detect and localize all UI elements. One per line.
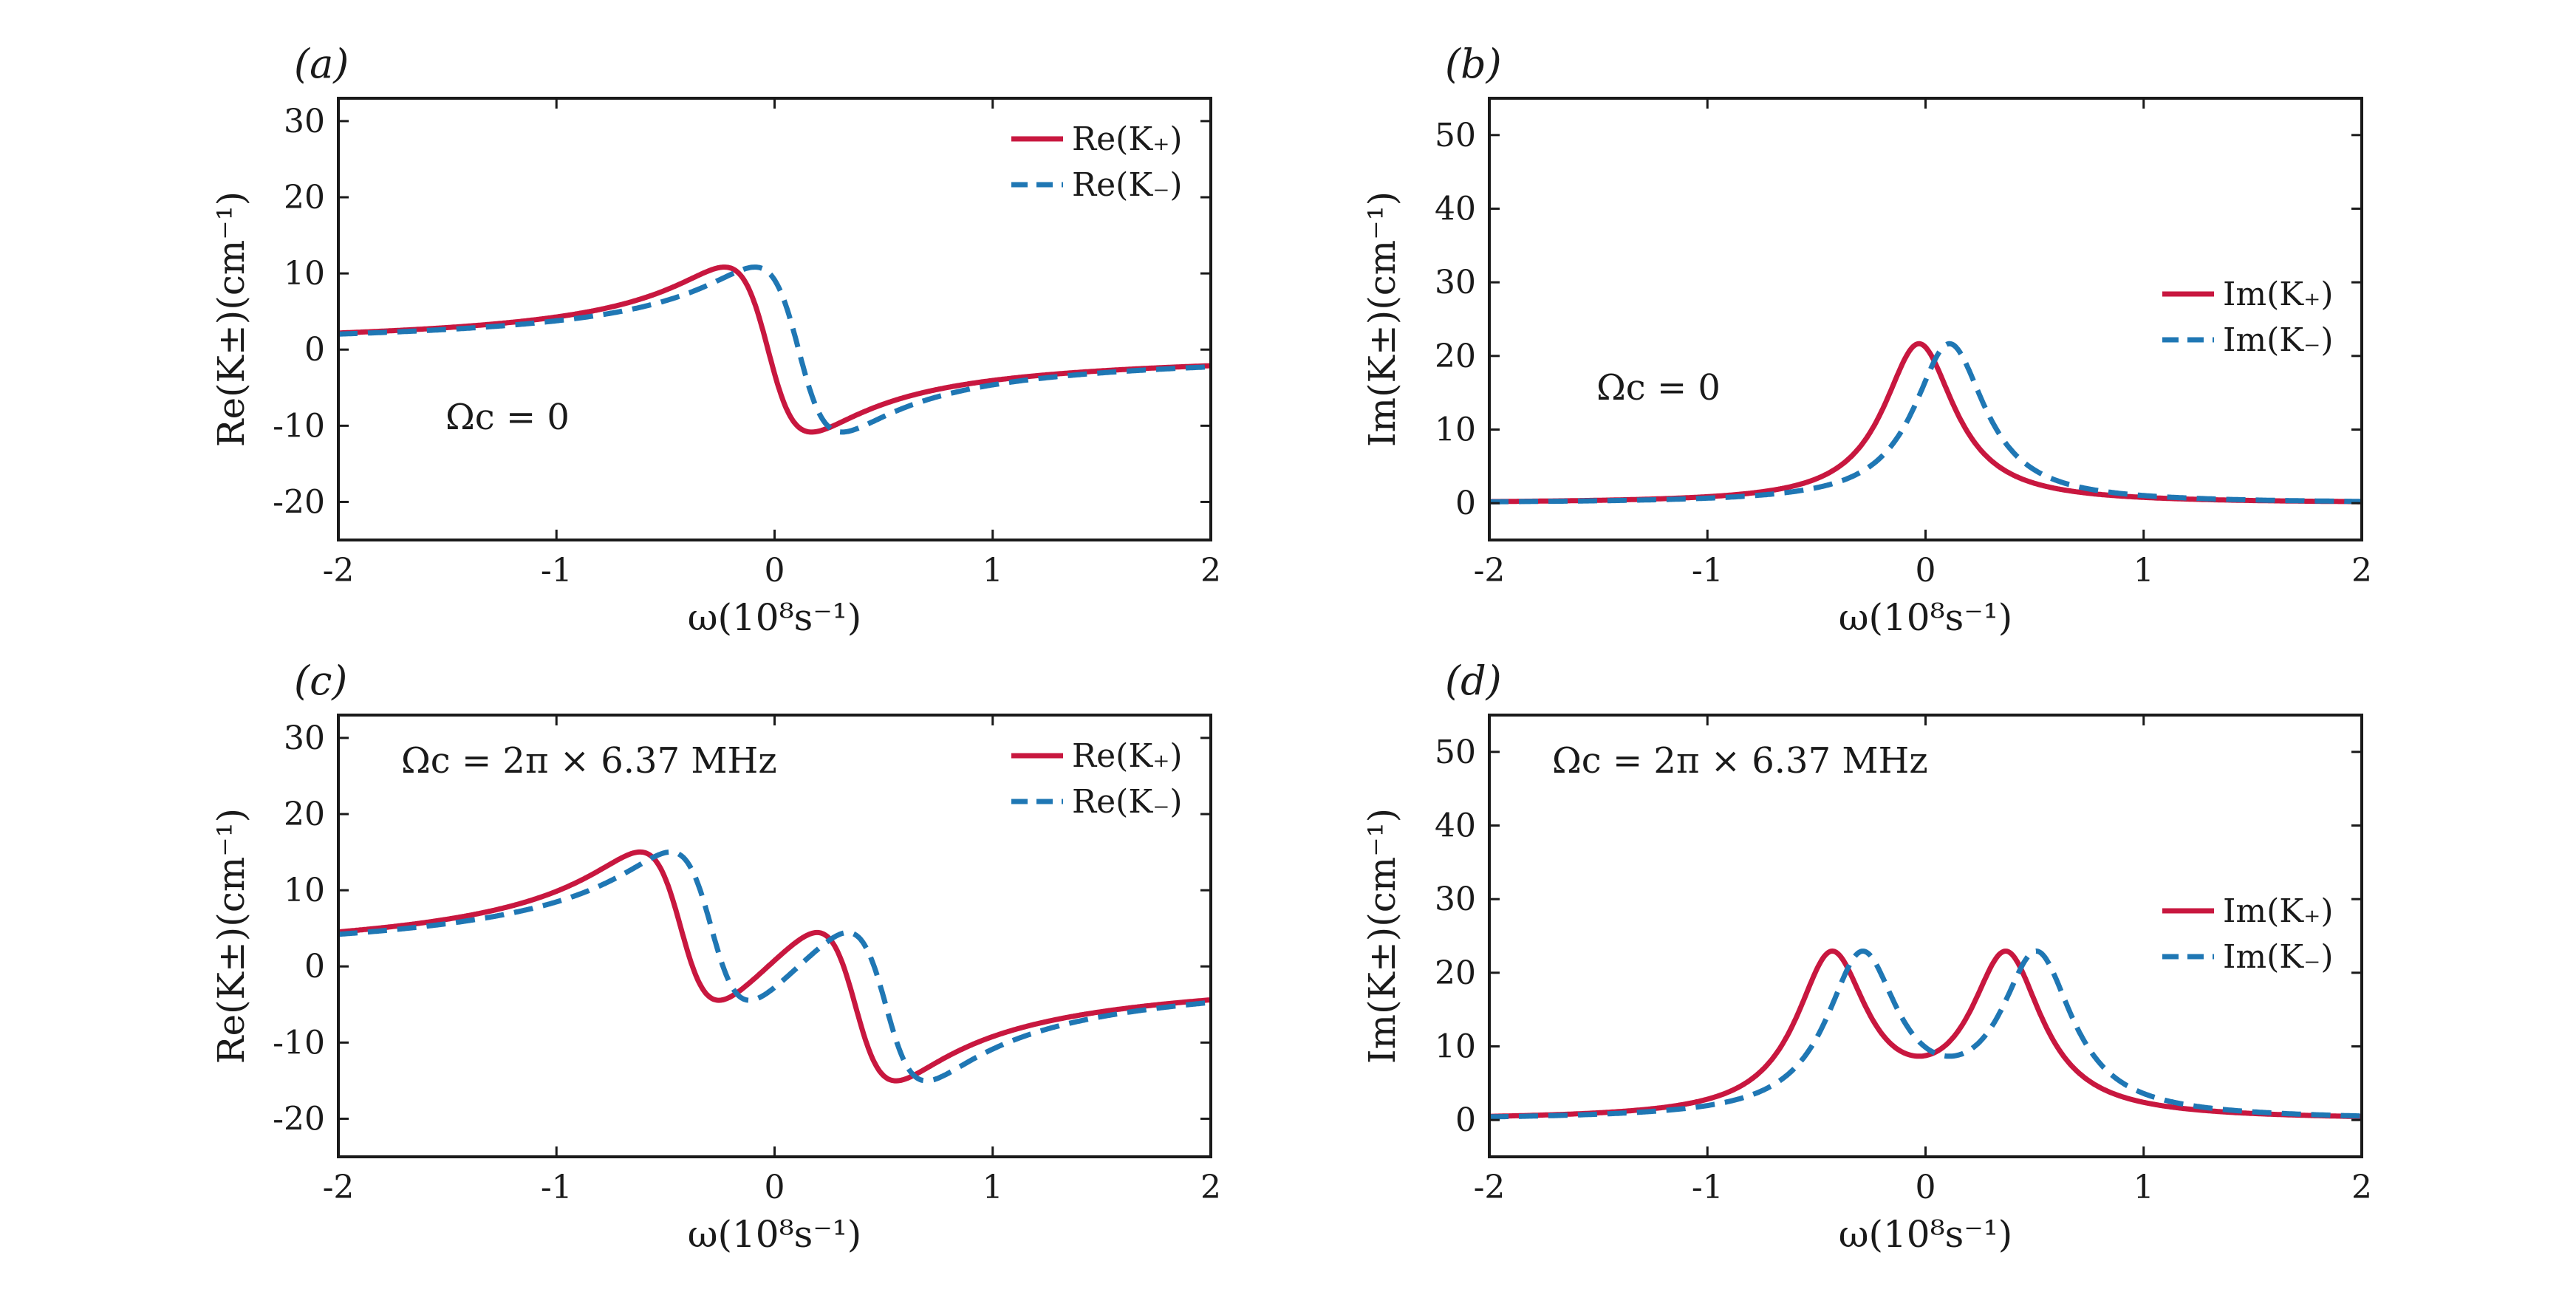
y-tick-label: 10 — [284, 255, 325, 293]
x-tick-label: 2 — [2351, 552, 2372, 589]
y-tick-label: 10 — [1435, 411, 1476, 449]
x-tick-label: 1 — [983, 1169, 1003, 1206]
x-tick-label: -2 — [323, 552, 355, 589]
x-axis-label: ω(10⁸s⁻¹) — [1839, 596, 2013, 639]
panel-label: (a) — [294, 41, 349, 87]
series-line-Im(K+) — [1489, 341, 2362, 505]
series-line-Im(K-) — [1489, 948, 2362, 1120]
series-line-Re(K-) — [338, 264, 1211, 435]
plot-frame — [337, 97, 1212, 541]
panel-d: -2 -1 0 1 201020304050ω(10⁸s⁻¹)Im(K±)(cm⁻¹)(… — [1361, 657, 2372, 1256]
x-tick-label: 2 — [1200, 1169, 1221, 1206]
x-axis-label: ω(10⁸s⁻¹) — [688, 1213, 862, 1256]
omega-c-annotation: Ωc = 0 — [1596, 367, 1721, 409]
y-tick-label: 30 — [1435, 881, 1476, 918]
legend-entry: Im(K₋) — [2223, 938, 2334, 976]
y-tick-label: 0 — [1455, 1101, 1476, 1139]
x-tick-label: 0 — [1916, 552, 1936, 589]
y-tick-label: 0 — [1455, 485, 1476, 522]
panel-b: -2 -1 0 1 201020304050ω(10⁸s⁻¹)Im(K±)(cm⁻¹)(… — [1361, 41, 2372, 639]
x-tick-label: -1 — [1692, 1169, 1723, 1206]
series-line-Re(K-) — [338, 849, 1211, 1084]
x-tick-label: -2 — [1474, 552, 1506, 589]
y-tick-label: 30 — [284, 720, 325, 757]
y-tick-label: 20 — [1435, 338, 1476, 375]
y-tick-label: -10 — [273, 407, 325, 445]
y-tick-label: -10 — [273, 1024, 325, 1062]
series-line-Re(K+) — [338, 264, 1211, 435]
panel-label: (d) — [1445, 657, 1502, 704]
x-tick-label: 1 — [2133, 552, 2154, 589]
y-tick-label: 50 — [1435, 117, 1476, 154]
y-tick-label: -20 — [273, 1100, 325, 1138]
x-tick-label: -2 — [323, 1169, 355, 1206]
series-line-Im(K-) — [1489, 341, 2362, 505]
y-tick-label: 30 — [284, 103, 325, 140]
y-axis-label: Re(K±)(cm⁻¹) — [210, 191, 253, 447]
y-tick-label: 40 — [1435, 807, 1476, 845]
x-axis-label: ω(10⁸s⁻¹) — [1839, 1213, 2013, 1256]
panel-c: -2 -1 0 1 2-20-100102030ω(10⁸s⁻¹)Re(K±)(cm⁻¹… — [210, 657, 1221, 1256]
omega-c-annotation: Ωc = 2π × 6.37 MHz — [401, 740, 777, 782]
y-tick-label: 20 — [1435, 954, 1476, 992]
series-line-Re(K+) — [338, 849, 1211, 1084]
y-tick-label: -20 — [273, 483, 325, 521]
y-tick-label: 20 — [284, 796, 325, 833]
x-tick-label: -1 — [541, 552, 573, 589]
x-tick-label: 1 — [983, 552, 1003, 589]
y-axis-label: Re(K±)(cm⁻¹) — [210, 808, 253, 1064]
panel-label: (b) — [1445, 41, 1502, 87]
omega-c-annotation: Ωc = 0 — [445, 397, 570, 438]
legend-entry: Re(K₊) — [1072, 120, 1183, 158]
legend-entry: Im(K₊) — [2223, 276, 2334, 313]
y-tick-label: 30 — [1435, 264, 1476, 301]
series-line-Im(K+) — [1489, 948, 2362, 1119]
plot-frame — [1488, 97, 2363, 541]
y-tick-label: 50 — [1435, 734, 1476, 771]
y-axis-label: Im(K±)(cm⁻¹) — [1361, 808, 1404, 1064]
legend-entry: Im(K₋) — [2223, 321, 2334, 359]
legend-entry: Re(K₊) — [1072, 737, 1183, 775]
x-tick-label: 1 — [2133, 1169, 2154, 1206]
y-tick-label: 10 — [1435, 1028, 1476, 1066]
x-axis-label: ω(10⁸s⁻¹) — [688, 596, 862, 639]
panel-a: -2 -1 0 1 2-20-100102030ω(10⁸s⁻¹)Re(K±)(cm⁻¹… — [210, 41, 1221, 639]
y-tick-label: 0 — [304, 331, 325, 369]
x-tick-label: -1 — [541, 1169, 573, 1206]
y-axis-label: Im(K±)(cm⁻¹) — [1361, 191, 1404, 447]
y-tick-label: 0 — [304, 948, 325, 985]
omega-c-annotation: Ωc = 2π × 6.37 MHz — [1552, 740, 1928, 782]
legend-entry: Re(K₋) — [1072, 783, 1183, 821]
y-tick-label: 40 — [1435, 191, 1476, 228]
x-tick-label: 2 — [1200, 552, 1221, 589]
x-tick-label: 2 — [2351, 1169, 2372, 1206]
x-tick-label: -2 — [1474, 1169, 1506, 1206]
panel-label: (c) — [294, 657, 347, 704]
x-tick-label: -1 — [1692, 552, 1723, 589]
legend-entry: Im(K₊) — [2223, 892, 2334, 930]
y-tick-label: 20 — [284, 179, 325, 216]
legend-entry: Re(K₋) — [1072, 166, 1183, 204]
y-tick-label: 10 — [284, 872, 325, 909]
x-tick-label: 0 — [765, 1169, 785, 1206]
x-tick-label: 0 — [765, 552, 785, 589]
x-tick-label: 0 — [1916, 1169, 1936, 1206]
